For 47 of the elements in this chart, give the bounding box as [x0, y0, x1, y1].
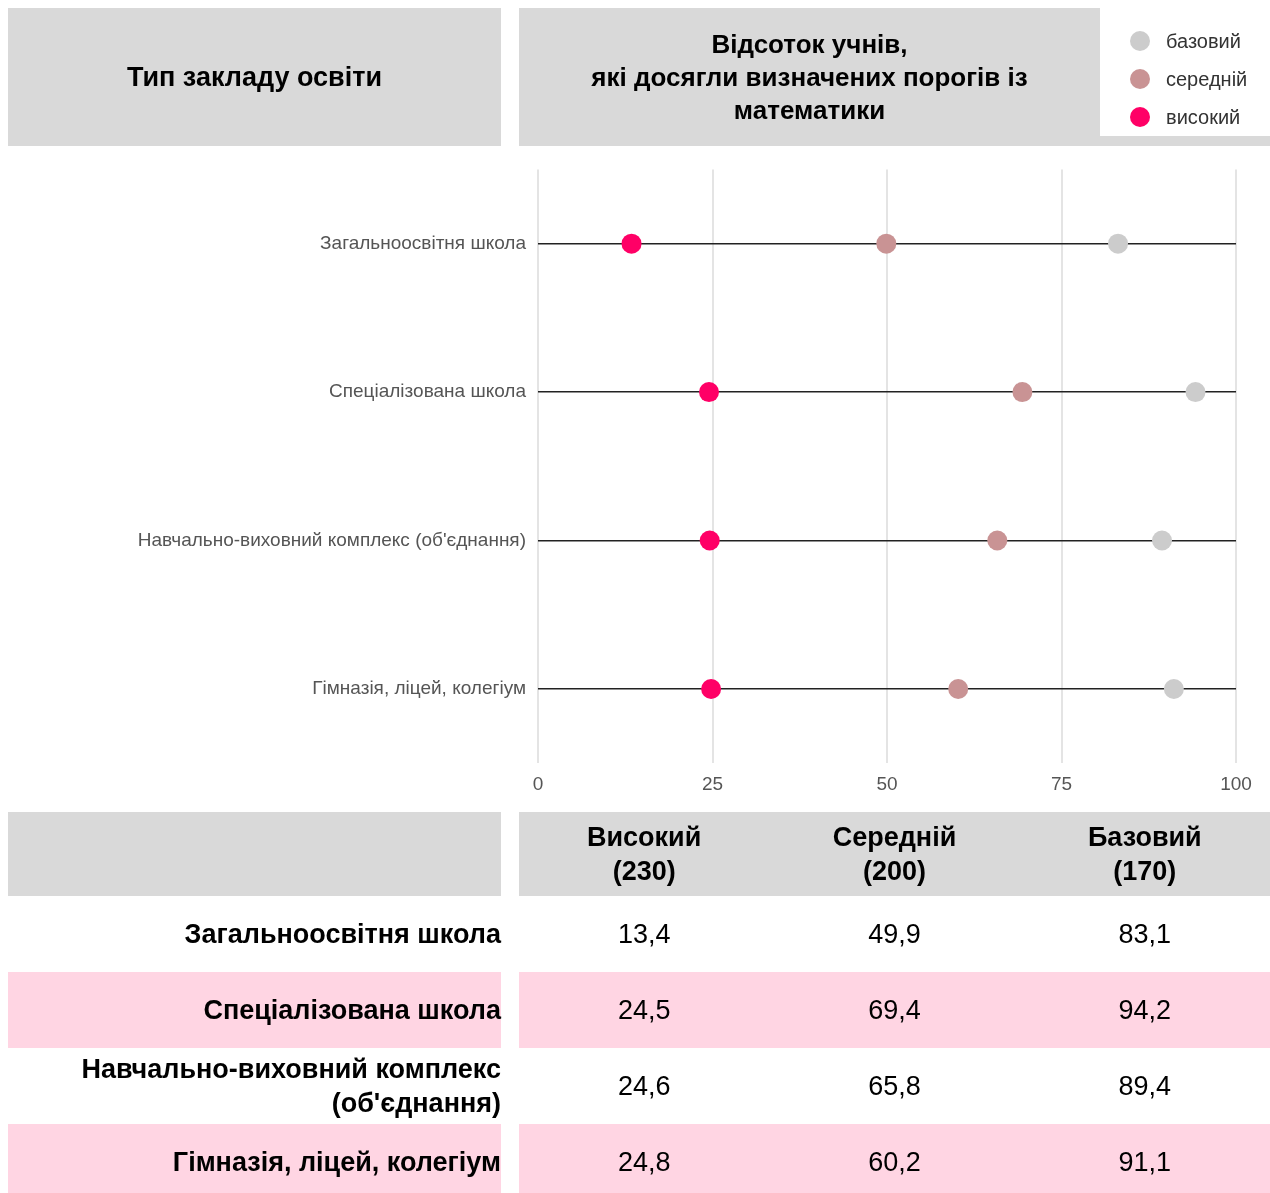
x-tick-label: 75 — [1050, 772, 1073, 794]
point — [876, 233, 897, 254]
data-label: 24,6 — [616, 1069, 672, 1103]
x-tick-label: Середній (200) — [831, 821, 958, 888]
point — [699, 530, 720, 551]
row-stripe: 24,5 69,4 94,2 — [519, 972, 1270, 1048]
y-tick-label: Загальноосвітня школа — [8, 896, 501, 972]
y-tick-label: Навчально-виховний комплекс (об'єднання) — [137, 528, 526, 550]
y-tick-label: Навчально-виховний комплекс (об'єднання) — [8, 1048, 501, 1124]
text: Тип закладу освіти — [8, 8, 501, 146]
point — [1152, 530, 1173, 551]
point — [1108, 233, 1129, 254]
x-tick-label: Високий (230) — [586, 821, 703, 888]
data-label: 49,9 — [867, 917, 922, 951]
row-stripe: 24,8 60,2 91,1 — [519, 1124, 1270, 1193]
point — [699, 382, 720, 403]
legend-label: високий — [1166, 105, 1241, 129]
point — [948, 678, 969, 699]
y-tick-label: Гімназія, ліцей, колегіум — [312, 677, 526, 699]
y-tick-label: Загальноосвітня школа — [320, 231, 527, 253]
x-tick-label: 25 — [701, 772, 724, 794]
data-label: 94,2 — [1117, 993, 1173, 1027]
data-label: 69,4 — [867, 993, 922, 1027]
y-tick-label: Спеціалізована школа — [329, 380, 527, 402]
x-tick-label: 100 — [1220, 772, 1252, 794]
point — [1012, 382, 1033, 403]
data-label: 24,5 — [616, 993, 672, 1027]
data-label: 13,4 — [616, 917, 672, 951]
legend-label: базовий — [1166, 29, 1241, 53]
data-label: 60,2 — [867, 1145, 922, 1179]
data-label: 89,4 — [1117, 1069, 1173, 1103]
data-label: 24,8 — [616, 1145, 672, 1179]
x-tick-label: Базовий (170) — [1086, 821, 1203, 888]
point — [1163, 678, 1184, 699]
legend-label: середній — [1166, 67, 1248, 91]
point — [987, 530, 1008, 551]
data-label: 91,1 — [1117, 1145, 1173, 1179]
row-stripe: Гімназія, ліцей, колегіум — [8, 1124, 501, 1193]
x-tick-label: 50 — [876, 772, 898, 794]
row-stripe: Спеціалізована школа — [8, 972, 501, 1048]
chart-title: Відсоток учнів, які досягли визначених порогів із математики — [590, 27, 1029, 127]
point — [621, 233, 642, 254]
point — [1185, 382, 1206, 403]
x-tick-label: 0 — [532, 772, 544, 794]
point — [701, 678, 722, 699]
data-label: 83,1 — [1117, 917, 1173, 951]
data-label: 65,8 — [867, 1069, 922, 1103]
